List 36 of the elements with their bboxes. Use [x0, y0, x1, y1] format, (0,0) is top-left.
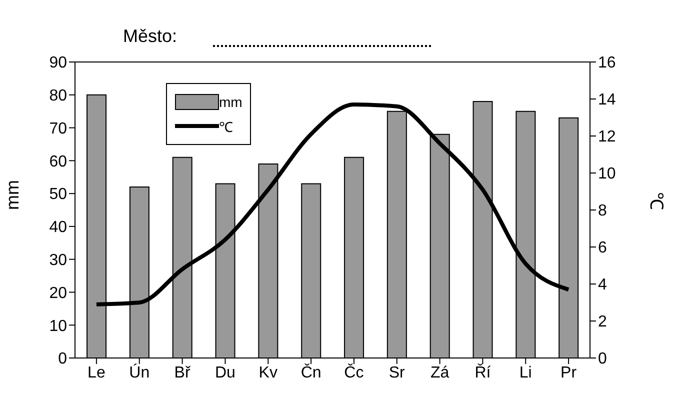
y-tick-label: 40: [49, 219, 68, 236]
y-tick-label: 70: [49, 120, 68, 138]
legend-label: ℃: [219, 118, 233, 136]
y2-tick-label: 4: [598, 276, 607, 294]
y2-tick-label: 14: [598, 92, 616, 109]
y-tick-label: 80: [49, 88, 68, 105]
x-tick-label: Čn: [300, 363, 322, 382]
y2-tick-label: 0: [598, 350, 607, 368]
y2-tick-label: 6: [598, 240, 607, 257]
y-tick-label: 10: [49, 318, 68, 335]
x-tick-label: Sr: [388, 364, 406, 382]
y-tick-label: 50: [49, 186, 68, 204]
legend-label: mm: [219, 94, 242, 110]
y-tick-label: 90: [49, 54, 68, 72]
x-tick-label: Kv: [258, 364, 278, 382]
y-tick-label: 0: [58, 350, 68, 368]
x-tick-label: Pr: [560, 364, 578, 382]
y2-axis-title: ℃: [646, 192, 667, 210]
x-tick-label: Li: [519, 364, 532, 382]
y2-tick-label: 12: [598, 128, 616, 146]
y-tick-label: 30: [49, 252, 68, 270]
chart-title: Město:: [123, 26, 178, 47]
x-tick-label: Ří: [474, 363, 492, 382]
y2-tick-label: 8: [598, 202, 607, 220]
x-tick-label: Du: [214, 364, 236, 382]
x-tick-label: Bř: [174, 364, 191, 382]
y-tick-label: 60: [49, 153, 68, 170]
y2-tick-label: 2: [598, 314, 607, 331]
x-tick-label: Čc: [344, 363, 364, 382]
y-axis-title: mm: [2, 180, 22, 210]
y2-tick-label: 10: [598, 166, 616, 183]
y2-tick-label: 16: [598, 54, 616, 72]
y-tick-label: 20: [49, 284, 68, 302]
x-tick-label: Zá: [430, 364, 450, 382]
x-tick-label: Le: [88, 364, 106, 382]
x-tick-label: Ún: [129, 363, 150, 382]
